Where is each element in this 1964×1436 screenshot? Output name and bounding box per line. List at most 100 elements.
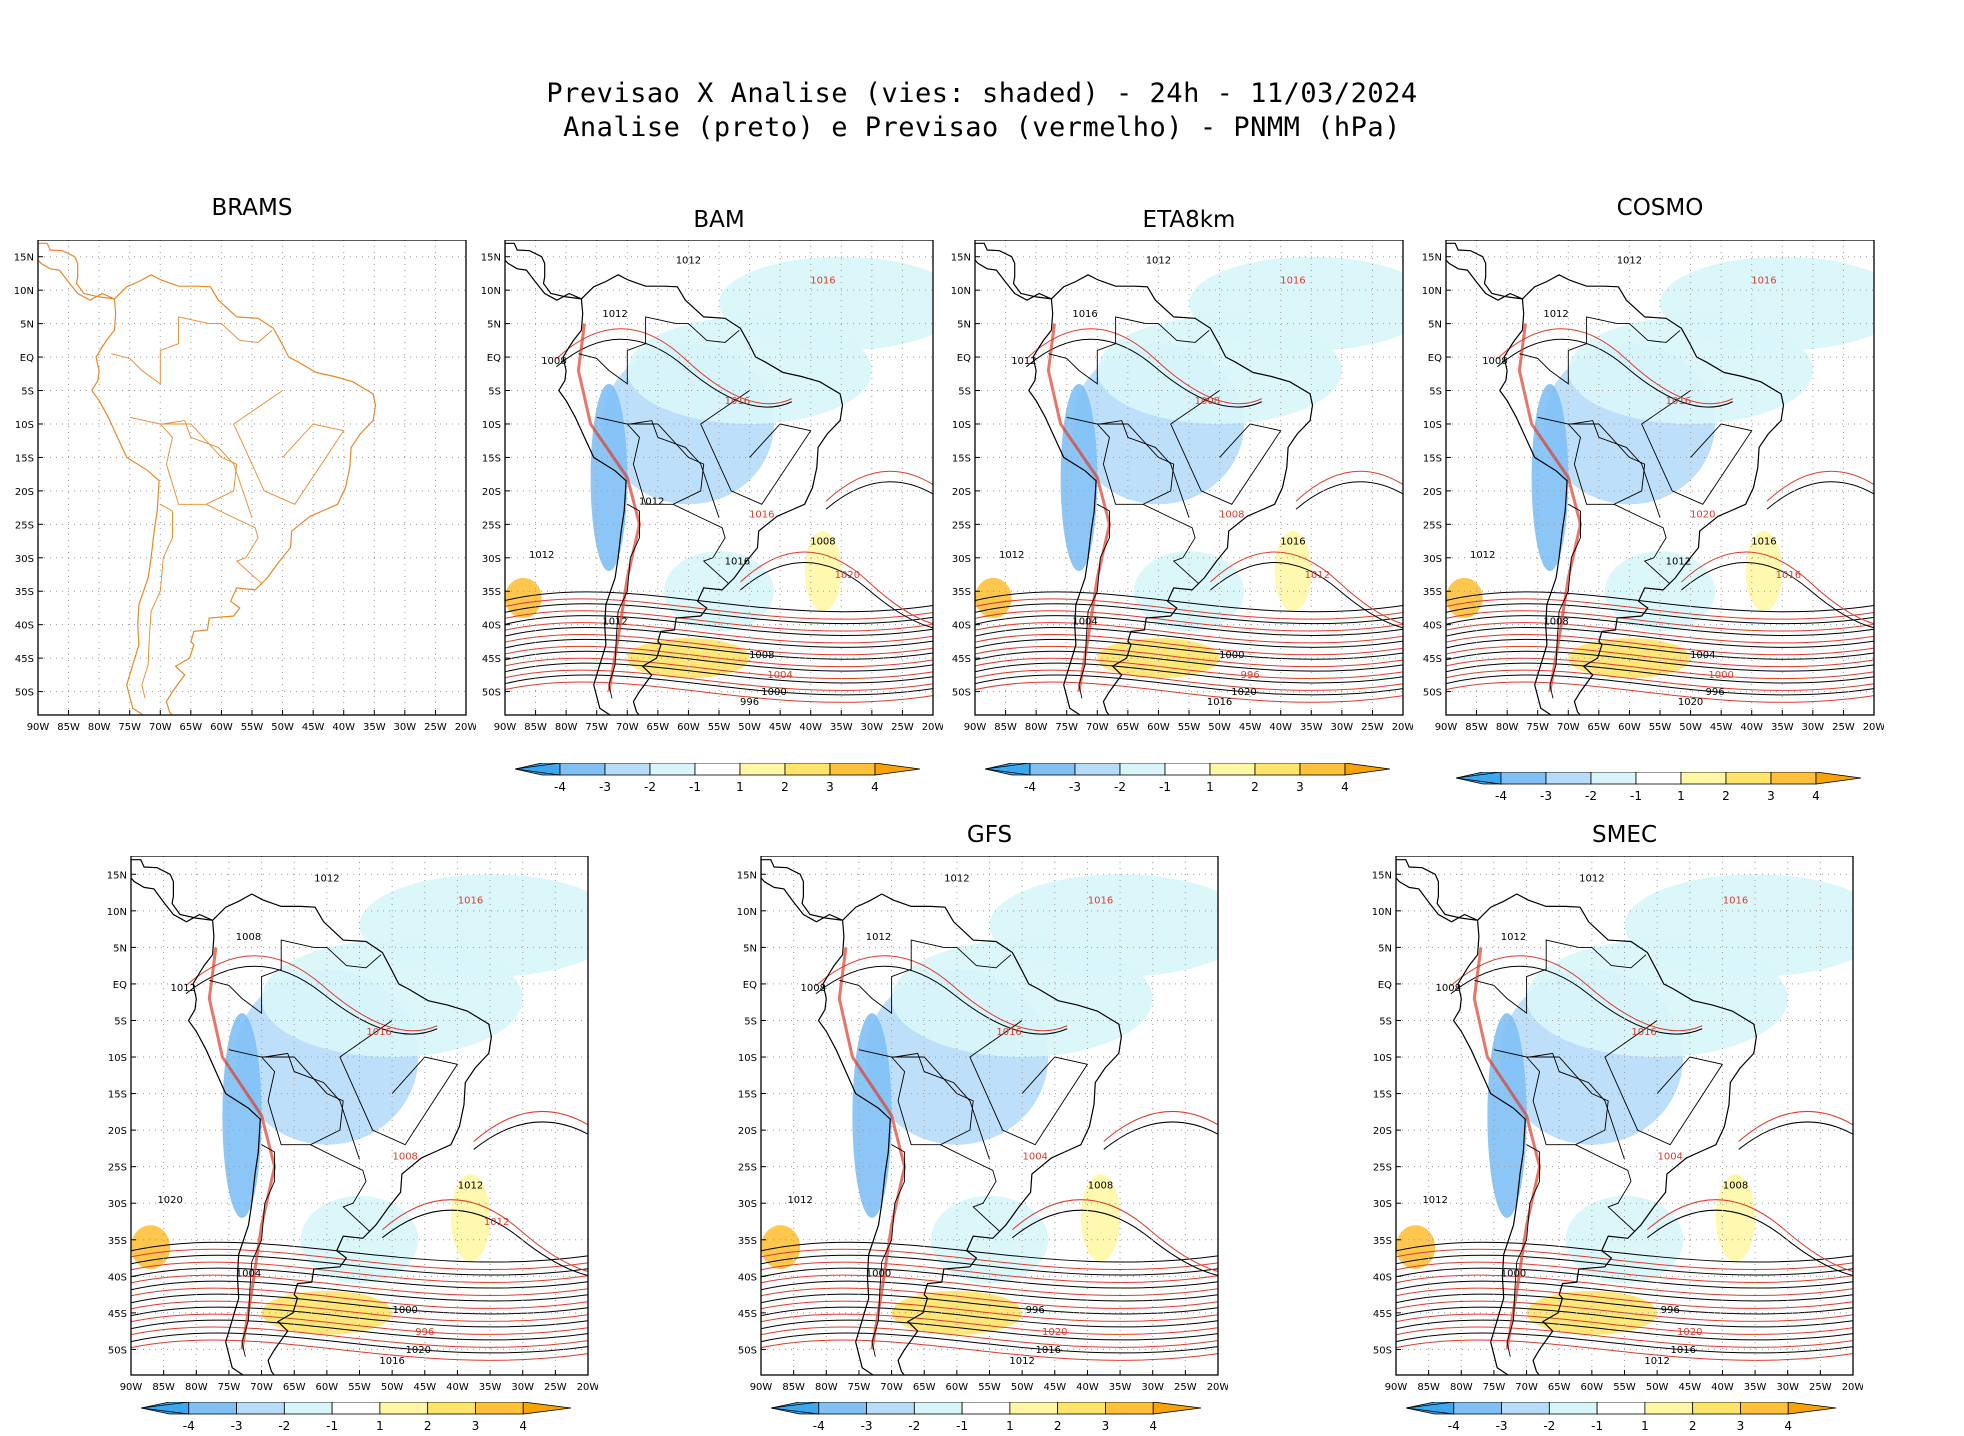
lat-tick-label: 10S: [1423, 420, 1442, 431]
contour-label: 1012: [1543, 309, 1568, 320]
lon-tick-label: 70W: [1557, 722, 1580, 733]
isobar-analysis: [1396, 1267, 1853, 1289]
isobar-forecast: [131, 1326, 588, 1348]
contour-label: 1016: [1751, 275, 1776, 286]
lon-tick-label: 75W: [848, 1382, 871, 1393]
lon-tick-label: 40W: [1740, 722, 1763, 733]
colorbar-swatch: [649, 763, 696, 776]
contour-label: 1016: [1280, 275, 1305, 286]
contour-label: 1004: [767, 670, 792, 681]
contour-label: 1016: [810, 275, 835, 286]
isobar-analysis: [761, 1306, 1218, 1328]
country-border: [1078, 503, 1110, 699]
colorbar-label: 2: [424, 1419, 432, 1433]
lat-tick-label: 30S: [108, 1199, 127, 1210]
lon-tick-label: 45W: [1239, 722, 1262, 733]
lat-tick-label: 45S: [108, 1309, 127, 1320]
lat-tick-label: 25S: [738, 1163, 757, 1174]
lat-tick-label: 15N: [1422, 253, 1442, 264]
colorbar-swatch: [1635, 772, 1682, 785]
colorbar-label: 4: [1149, 1419, 1157, 1433]
contour-label: 1000: [761, 687, 786, 698]
contour-label: 1016: [1776, 570, 1801, 581]
isobar-analysis: [505, 627, 933, 648]
country-border: [1506, 1144, 1541, 1357]
isobar-forecast: [975, 657, 1403, 680]
lat-tick-label: 15N: [107, 870, 127, 881]
isobar-forecast: [505, 622, 933, 644]
bias-shading: [975, 577, 1012, 618]
bias-shading: [1745, 531, 1783, 612]
lat-tick-label: 35S: [738, 1236, 757, 1247]
lat-tick-label: 25S: [482, 520, 501, 531]
colorbar-label: 1: [736, 780, 744, 794]
lat-tick-label: 15N: [737, 870, 757, 881]
lat-tick-label: 10S: [738, 1053, 757, 1064]
isobar-analysis: [505, 591, 933, 613]
contour-label: 1012: [787, 1195, 812, 1206]
bias-shading: [590, 383, 628, 572]
country-border: [839, 939, 1012, 1015]
colorbar-label: -4: [1495, 789, 1507, 803]
country-border: [1604, 1020, 1724, 1146]
isobar-analysis: [185, 965, 438, 1035]
lon-tick-label: 40W: [446, 1382, 469, 1393]
lon-tick-label: 25W: [1361, 722, 1384, 733]
colorbar-swatch: [1344, 763, 1391, 776]
colorbar-label: 1: [376, 1419, 384, 1433]
isobar-forecast: [1396, 1274, 1853, 1296]
isobar-forecast: [505, 634, 933, 656]
colorbar-label: -1: [956, 1419, 968, 1433]
isobar-analysis: [131, 1267, 588, 1289]
panel-title: COSMO: [1616, 195, 1704, 221]
lat-tick-label: 25S: [15, 520, 34, 531]
contour-label: 1012: [1470, 550, 1495, 561]
contour-label: 1012: [1009, 1356, 1034, 1367]
lat-tick-label: 50S: [1373, 1345, 1392, 1356]
lat-tick-label: 15S: [482, 453, 501, 464]
isobar-analysis: [1766, 481, 1874, 510]
lon-tick-label: 45W: [1678, 1382, 1701, 1393]
isobar-analysis: [131, 1306, 588, 1328]
lon-tick-label: 45W: [1710, 722, 1733, 733]
contour-label: 1012: [1501, 932, 1526, 943]
lat-tick-label: 10N: [14, 286, 34, 297]
country-border: [940, 1144, 1000, 1232]
contour-label: 1016: [1036, 1345, 1061, 1356]
isobar-analysis: [1446, 591, 1874, 613]
lat-tick-label: 5S: [114, 1016, 127, 1027]
isobar-analysis: [975, 674, 1403, 696]
lat-tick-label: 5S: [1379, 1016, 1392, 1027]
colorbar-swatch: [866, 1402, 915, 1415]
country-border: [608, 503, 640, 699]
lon-tick-label: 30W: [1802, 722, 1825, 733]
lat-tick-label: 25S: [1423, 520, 1442, 531]
lat-tick-label: 10N: [1372, 907, 1392, 918]
lat-tick-label: 15S: [738, 1090, 757, 1101]
lat-tick-label: 40S: [15, 621, 34, 632]
panel-title: BAM: [693, 207, 745, 233]
isobar-analysis: [761, 1280, 1218, 1302]
bias-shading: [989, 874, 1218, 977]
lon-tick-label: 90W: [1435, 722, 1458, 733]
colorbar-swatch: [1105, 1402, 1154, 1415]
colorbar-swatch: [1500, 772, 1547, 785]
country-border: [969, 1020, 1089, 1146]
colorbar-swatch: [784, 763, 831, 776]
country-border: [1571, 420, 1661, 518]
lat-tick-label: 20S: [1373, 1126, 1392, 1137]
lon-tick-label: 85W: [994, 722, 1017, 733]
lon-tick-label: 30W: [1331, 722, 1354, 733]
contour-label: 1016: [366, 1027, 391, 1038]
lon-tick-label: 85W: [1465, 722, 1488, 733]
colorbar-swatch: [1548, 1402, 1598, 1415]
lon-tick-label: 20W: [1863, 722, 1884, 733]
lat-tick-label: 50S: [108, 1345, 127, 1356]
colorbar-swatch: [236, 1402, 285, 1415]
lon-tick-label: 50W: [381, 1382, 404, 1393]
colorbar-label: -2: [908, 1419, 920, 1433]
isobar-forecast: [131, 1248, 588, 1271]
colorbar-swatch: [1164, 763, 1211, 776]
lon-tick-label: 60W: [1581, 1382, 1604, 1393]
contour-label: 1012: [602, 309, 627, 320]
